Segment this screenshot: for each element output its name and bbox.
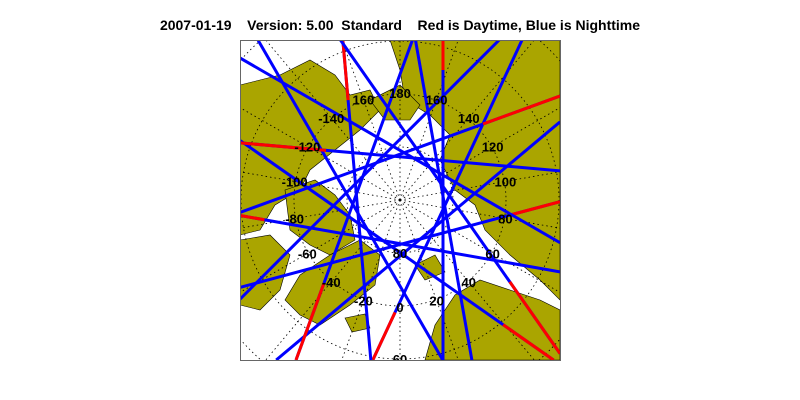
meridian-line <box>399 107 560 201</box>
title-version: Version: 5.00 Standard <box>247 17 402 33</box>
meridian-line <box>399 199 560 229</box>
track-day <box>508 280 560 355</box>
longitude-label: 60 <box>485 247 499 262</box>
longitude-label: 180 <box>389 86 411 101</box>
longitude-label: 120 <box>482 140 504 155</box>
title-legend: Red is Daytime, Blue is Nighttime <box>417 17 641 33</box>
satellite-tracks <box>240 40 560 360</box>
latitude-label: 60 <box>393 352 407 361</box>
land-greenland <box>284 239 381 326</box>
land-scandinavia-russia <box>424 279 560 360</box>
track-day <box>482 94 560 126</box>
meridian-line <box>265 199 401 360</box>
graticule <box>240 40 560 360</box>
meridian-line <box>399 40 459 201</box>
meridian-line <box>341 199 401 360</box>
longitude-label: 20 <box>429 294 443 309</box>
track-day <box>341 40 350 101</box>
meridian-line <box>265 40 401 201</box>
longitude-label: -100 <box>282 174 308 189</box>
meridian-line <box>240 171 401 201</box>
longitude-label: 0 <box>396 300 403 315</box>
longitude-label: -140 <box>318 111 344 126</box>
track-day <box>294 282 326 360</box>
longitude-label: -40 <box>322 275 341 290</box>
meridian-line <box>399 199 459 360</box>
meridian-line <box>399 199 560 293</box>
longitude-label: -80 <box>285 212 304 227</box>
plot-title: 2007-01-19 Version: 5.00 Standard Red is… <box>0 17 800 33</box>
longitude-label: -20 <box>354 294 373 309</box>
longitude-label: -120 <box>294 140 320 155</box>
track-day <box>502 323 555 360</box>
longitude-label: 160 <box>426 92 448 107</box>
track-day <box>240 213 265 222</box>
track-night <box>413 40 474 360</box>
meridian-line <box>240 199 401 229</box>
track-day <box>371 311 397 360</box>
longitude-label: 100 <box>495 174 517 189</box>
longitude-label: -60 <box>298 247 317 262</box>
track-night <box>240 213 560 274</box>
meridian-line <box>240 107 401 201</box>
track-night <box>240 56 560 245</box>
meridian-line <box>341 40 401 201</box>
longitude-label: 40 <box>462 275 476 290</box>
track-day <box>240 141 327 152</box>
latitude-circle <box>293 93 507 307</box>
longitude-label: 160 <box>353 92 375 107</box>
map-frame <box>240 40 561 361</box>
meridian-line <box>240 199 401 293</box>
meridian-line <box>399 171 560 201</box>
longitude-label: 80 <box>498 212 512 227</box>
land-svalbard <box>414 254 446 281</box>
meridian-line <box>399 40 535 201</box>
track-night <box>371 40 524 360</box>
track-night <box>240 40 501 301</box>
latitude-circle <box>240 40 560 360</box>
title-date: 2007-01-19 <box>159 17 232 33</box>
latitude-label: 80 <box>393 246 407 261</box>
track-night <box>256 40 445 360</box>
longitude-label: 140 <box>458 111 480 126</box>
meridian-line <box>399 199 535 360</box>
track-night <box>240 139 555 360</box>
track-day <box>511 200 560 217</box>
